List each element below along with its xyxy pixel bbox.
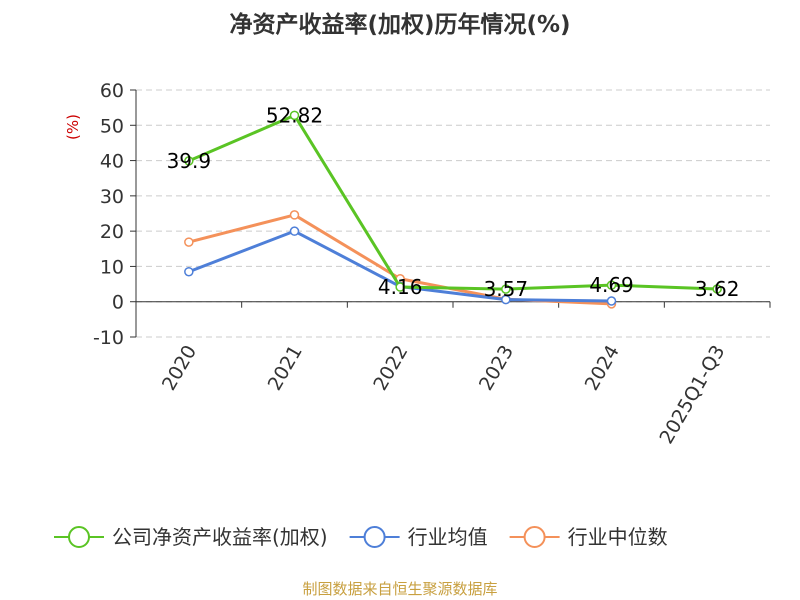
legend-item[interactable]: 行业均值 (349, 525, 488, 549)
grid-lines (136, 89, 770, 338)
x-tick-label: 2025Q1-Q3 (655, 342, 729, 448)
legend[interactable]: 公司净资产收益率(加权) 行业均值 行业中位数 (54, 525, 668, 549)
data-point (184, 266, 194, 277)
legend-label: 公司净资产收益率(加权) (112, 525, 328, 549)
y-tick-label: 40 (100, 151, 124, 173)
legend-marker (68, 526, 90, 548)
source-note: 制图数据来自恒生聚源数据库 (302, 580, 497, 598)
y-tick-label: 50 (100, 115, 124, 137)
y-tick-label: 60 (100, 80, 124, 102)
x-tick-label: 2021 (264, 342, 307, 395)
x-tick-label: 2023 (475, 342, 518, 395)
series-lines (184, 110, 722, 309)
data-point (501, 284, 511, 294)
data-point (184, 237, 194, 247)
data-point (289, 210, 300, 220)
y-tick-label: -10 (93, 327, 124, 349)
data-point (184, 156, 194, 166)
legend-item[interactable]: 公司净资产收益率(加权) (54, 525, 328, 549)
data-point (606, 280, 617, 290)
y-axis-unit-label: (%) (64, 114, 82, 140)
y-tick-label: 30 (100, 186, 124, 208)
data-label: 4.69 (589, 273, 634, 297)
data-point (395, 282, 405, 292)
data-label: 4.16 (378, 275, 423, 299)
axes: 60 50 40 30 20 10 0 -10 2020 2021 2022 2023 2024 2025… (93, 80, 771, 448)
x-tick-label: 2022 (369, 342, 412, 395)
y-tick-label: 20 (100, 221, 124, 243)
y-tick-label: 10 (100, 256, 124, 278)
data-labels: 39.9 52.82 4.16 3.57 4.69 3.62 (167, 103, 740, 301)
data-label: 39.9 (167, 149, 212, 173)
legend-item[interactable]: 行业中位数 (509, 525, 668, 549)
data-point (606, 296, 617, 306)
data-point (289, 226, 300, 236)
y-tick-label: 0 (112, 292, 124, 314)
data-point (289, 110, 300, 121)
legend-marker (363, 526, 386, 548)
data-point (712, 284, 722, 294)
legend-label: 行业均值 (408, 525, 488, 549)
data-label: 52.82 (266, 103, 323, 127)
x-tick-label: 2020 (158, 342, 201, 395)
data-label: 3.57 (484, 277, 529, 301)
data-point (501, 294, 511, 305)
series-line (188, 113, 718, 291)
chart-title: 净资产收益率(加权)历年情况(%) (229, 11, 570, 38)
legend-marker (523, 526, 546, 548)
data-label: 3.62 (695, 277, 740, 301)
legend-label: 行业中位数 (568, 525, 668, 549)
x-tick-label: 2024 (581, 342, 624, 395)
